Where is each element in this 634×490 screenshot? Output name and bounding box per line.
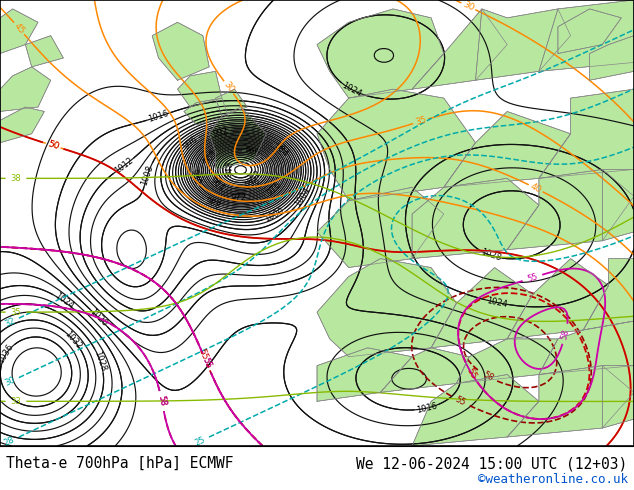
Text: 1024: 1024 [486,296,508,309]
Polygon shape [507,366,634,437]
Text: 40: 40 [529,182,543,195]
Text: 50: 50 [46,140,60,152]
Polygon shape [178,72,222,107]
Text: 984: 984 [271,141,289,159]
Text: 988: 988 [204,196,223,211]
Text: 992: 992 [212,126,230,139]
Polygon shape [380,348,469,392]
Text: 1036: 1036 [0,343,15,366]
Polygon shape [539,0,634,72]
Text: 30: 30 [222,80,236,95]
Text: 35: 35 [11,308,22,317]
Polygon shape [602,366,634,428]
Text: We 12-06-2024 15:00 UTC (12+03): We 12-06-2024 15:00 UTC (12+03) [356,456,628,471]
Polygon shape [209,107,266,170]
Text: 32: 32 [3,316,16,329]
Polygon shape [583,259,634,330]
Polygon shape [507,170,634,250]
Text: 55: 55 [200,356,213,369]
Polygon shape [0,9,38,53]
Polygon shape [184,98,228,125]
Text: 976: 976 [265,179,283,197]
Text: 58: 58 [481,370,495,383]
Polygon shape [444,112,571,187]
Text: 1028: 1028 [93,349,108,372]
Polygon shape [539,89,634,178]
Text: Theta-e 700hPa [hPa] ECMWF: Theta-e 700hPa [hPa] ECMWF [6,456,234,471]
Polygon shape [456,339,558,384]
Text: 55: 55 [200,356,213,369]
Polygon shape [0,107,44,143]
Polygon shape [412,178,539,259]
Text: 948: 948 [224,161,235,177]
Text: 30: 30 [3,376,16,388]
Text: 50: 50 [46,140,60,152]
Text: ©weatheronline.co.uk: ©weatheronline.co.uk [477,473,628,487]
Polygon shape [152,22,209,80]
Text: 956: 956 [243,176,261,191]
Text: 28: 28 [3,435,16,448]
Text: 952: 952 [247,168,264,186]
Text: 58: 58 [157,395,167,407]
Polygon shape [590,36,634,80]
Text: 972: 972 [231,193,247,202]
Text: 1032: 1032 [63,329,84,351]
Text: 25: 25 [193,435,207,448]
Text: 1012: 1012 [113,156,135,176]
Text: 980: 980 [188,168,202,186]
Polygon shape [412,9,507,89]
Polygon shape [317,89,476,201]
Text: 1024: 1024 [340,81,363,98]
Text: 968: 968 [202,148,219,167]
Text: 55: 55 [465,366,478,381]
Polygon shape [431,268,533,348]
Text: 58: 58 [560,328,571,340]
Text: 996: 996 [182,135,200,152]
Polygon shape [0,67,51,112]
Polygon shape [317,9,444,98]
Text: 35: 35 [414,115,427,127]
Text: 55: 55 [197,347,209,361]
Text: 1024: 1024 [53,292,75,311]
Text: 58: 58 [157,395,167,407]
Text: 55: 55 [454,394,467,408]
Text: 1016: 1016 [416,401,438,415]
Polygon shape [476,9,571,80]
Text: 960: 960 [243,146,261,159]
Polygon shape [602,170,634,241]
Text: 38: 38 [11,174,22,183]
Polygon shape [539,321,634,374]
Text: 964: 964 [208,175,226,193]
Text: 1000: 1000 [262,207,285,224]
Text: 1008: 1008 [140,163,155,186]
Polygon shape [317,259,456,357]
Text: 1028: 1028 [479,247,502,263]
Text: 45: 45 [12,21,26,36]
Polygon shape [317,187,444,268]
Polygon shape [317,348,412,401]
Text: 55: 55 [526,272,539,284]
Text: 1004: 1004 [293,186,312,208]
Text: 30: 30 [461,0,476,13]
Polygon shape [412,374,539,446]
Polygon shape [216,89,247,116]
Text: 1016: 1016 [147,109,170,124]
Polygon shape [25,36,63,67]
Text: 1020: 1020 [88,307,110,329]
Polygon shape [507,259,609,339]
Polygon shape [558,9,621,53]
Text: 33: 33 [11,397,22,406]
